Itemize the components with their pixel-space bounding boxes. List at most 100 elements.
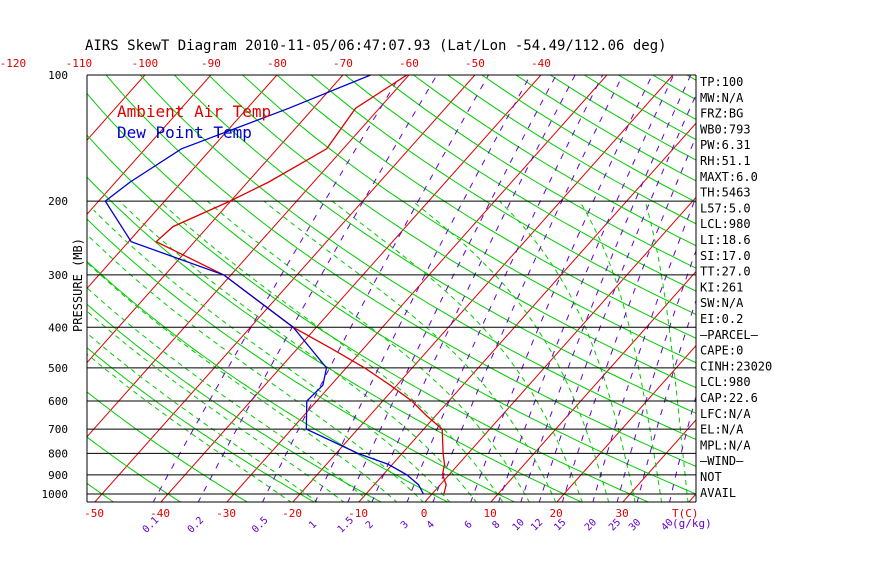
mixing-ratio-label: 20 xyxy=(583,517,599,533)
mixing-ratio-label: 8 xyxy=(491,519,503,531)
index-item: TH:5463 xyxy=(700,186,751,200)
x-tick-label-bottom: -50 xyxy=(84,507,104,520)
x-tick-label-bottom: 30 xyxy=(615,507,628,520)
index-item: NOT xyxy=(700,470,722,484)
index-item: KI:261 xyxy=(700,280,743,294)
legend-entry: Dew Point Temp xyxy=(117,123,252,142)
dry-adiabat-line xyxy=(755,75,870,508)
x-tick-label-bottom: 0 xyxy=(421,507,428,520)
mixing-ratio-label: 10 xyxy=(511,517,527,533)
x-tick-label-top: -80 xyxy=(267,57,287,70)
y-tick-label: 900 xyxy=(48,469,68,482)
y-tick-label: 200 xyxy=(48,195,68,208)
mixing-ratio-label: 0.2 xyxy=(186,515,207,536)
mixing-ratio-label: 3 xyxy=(399,519,411,531)
y-tick-label: 700 xyxy=(48,423,68,436)
isotherm-line xyxy=(222,75,607,508)
mixing-ratio-label: 1 xyxy=(307,519,319,531)
mixing-ratio-line xyxy=(471,75,653,503)
isotherm-line xyxy=(0,75,13,508)
isotherm-line xyxy=(0,75,79,508)
x-tick-label-bottom: -30 xyxy=(216,507,236,520)
moist-adiabat-line xyxy=(120,201,477,503)
dry-adiabat-line xyxy=(209,75,870,508)
legend: Ambient Air Temp Dew Point Temp xyxy=(117,102,271,142)
mixing-ratio-line xyxy=(562,75,723,503)
x-tick-label-top: -50 xyxy=(465,57,485,70)
legend-entry: Ambient Air Temp xyxy=(117,102,271,121)
index-item: TT:27.0 xyxy=(700,265,751,279)
index-item: CAPE:0 xyxy=(700,344,743,358)
index-item: —WIND— xyxy=(700,454,744,468)
dry-adiabat-line xyxy=(516,75,870,508)
chart-title: AIRS SkewT Diagram 2010-11-05/06:47:07.9… xyxy=(85,38,667,54)
index-item: AVAIL xyxy=(700,486,736,500)
index-item: TP:100 xyxy=(700,75,743,89)
index-item: WB0:793 xyxy=(700,122,751,136)
y-tick-label: 600 xyxy=(48,395,68,408)
y-tick-label: 100 xyxy=(48,69,68,82)
x-tick-label-bottom: -20 xyxy=(282,507,302,520)
y-tick-label: 500 xyxy=(48,362,68,375)
index-item: MW:N/A xyxy=(700,91,744,105)
isotherm-line xyxy=(486,75,870,508)
x-tick-label-top: -70 xyxy=(333,57,353,70)
index-item: MAXT:6.0 xyxy=(700,170,758,184)
index-item: EL:N/A xyxy=(700,423,744,437)
isotherm-line xyxy=(288,75,673,508)
index-item: —PARCEL— xyxy=(700,328,759,342)
x-tick-label-top: -40 xyxy=(531,57,551,70)
index-item: MPL:N/A xyxy=(700,438,751,452)
index-item: CAP:22.6 xyxy=(700,391,758,405)
y-axis-label: PRESSURE (MB) xyxy=(71,238,85,332)
x-tick-label-top: -110 xyxy=(66,57,93,70)
index-item: FRZ:BG xyxy=(700,107,743,121)
dry-adiabat-line xyxy=(0,75,55,508)
dry-adiabat-line xyxy=(379,75,870,508)
mixing-ratio-line xyxy=(315,75,531,503)
isotherm-line xyxy=(816,75,870,508)
index-item: RH:51.1 xyxy=(700,154,751,168)
index-item: LCL:980 xyxy=(700,375,751,389)
index-item: PW:6.31 xyxy=(700,138,751,152)
mixing-ratio-label: 30 xyxy=(627,517,643,533)
x-tick-label-top: -60 xyxy=(399,57,419,70)
index-item: L57:5.0 xyxy=(700,201,751,215)
mixing-ratio-label: 0.5 xyxy=(250,515,271,536)
index-item: LI:18.6 xyxy=(700,233,751,247)
index-item: SW:N/A xyxy=(700,296,744,310)
dry-adiabat-line xyxy=(0,75,122,508)
index-item: CINH:23020 xyxy=(700,359,772,373)
moist-adiabat-line xyxy=(264,201,556,503)
mixing-ratio-line xyxy=(262,75,488,503)
y-tick-label: 300 xyxy=(48,269,68,282)
x-tick-label-top: -120 xyxy=(0,57,26,70)
mixing-ratio-unit: (g/kg) xyxy=(672,517,712,530)
x-tick-label-top: -90 xyxy=(201,57,221,70)
index-item: LCL:980 xyxy=(700,217,751,231)
dry-adiabat-line xyxy=(345,75,870,508)
mixing-ratio-label: 2 xyxy=(364,519,376,531)
dry-adiabat-line xyxy=(4,75,595,508)
mixing-ratio-line xyxy=(521,75,691,503)
dry-adiabat-line xyxy=(414,75,870,508)
dry-adiabat-line xyxy=(277,75,870,508)
mixing-ratio-label: 12 xyxy=(529,517,545,533)
moist-adiabat-line xyxy=(160,201,504,503)
dry-adiabat-line xyxy=(653,75,870,508)
y-tick-label: 400 xyxy=(48,321,68,334)
y-tick-label: 800 xyxy=(48,447,68,460)
index-item: LFC:N/A xyxy=(700,407,751,421)
isotherm-line xyxy=(750,75,870,508)
mixing-ratio-line xyxy=(433,75,623,503)
x-tick-label-top: -100 xyxy=(132,57,159,70)
index-item: EI:0.2 xyxy=(700,312,743,326)
mixing-ratio-label: 6 xyxy=(463,519,475,531)
x-tick-label-bottom: 10 xyxy=(483,507,496,520)
index-item: SI:17.0 xyxy=(700,249,751,263)
mixing-ratio-line xyxy=(498,75,673,503)
moist-adiabat-line xyxy=(413,201,609,503)
